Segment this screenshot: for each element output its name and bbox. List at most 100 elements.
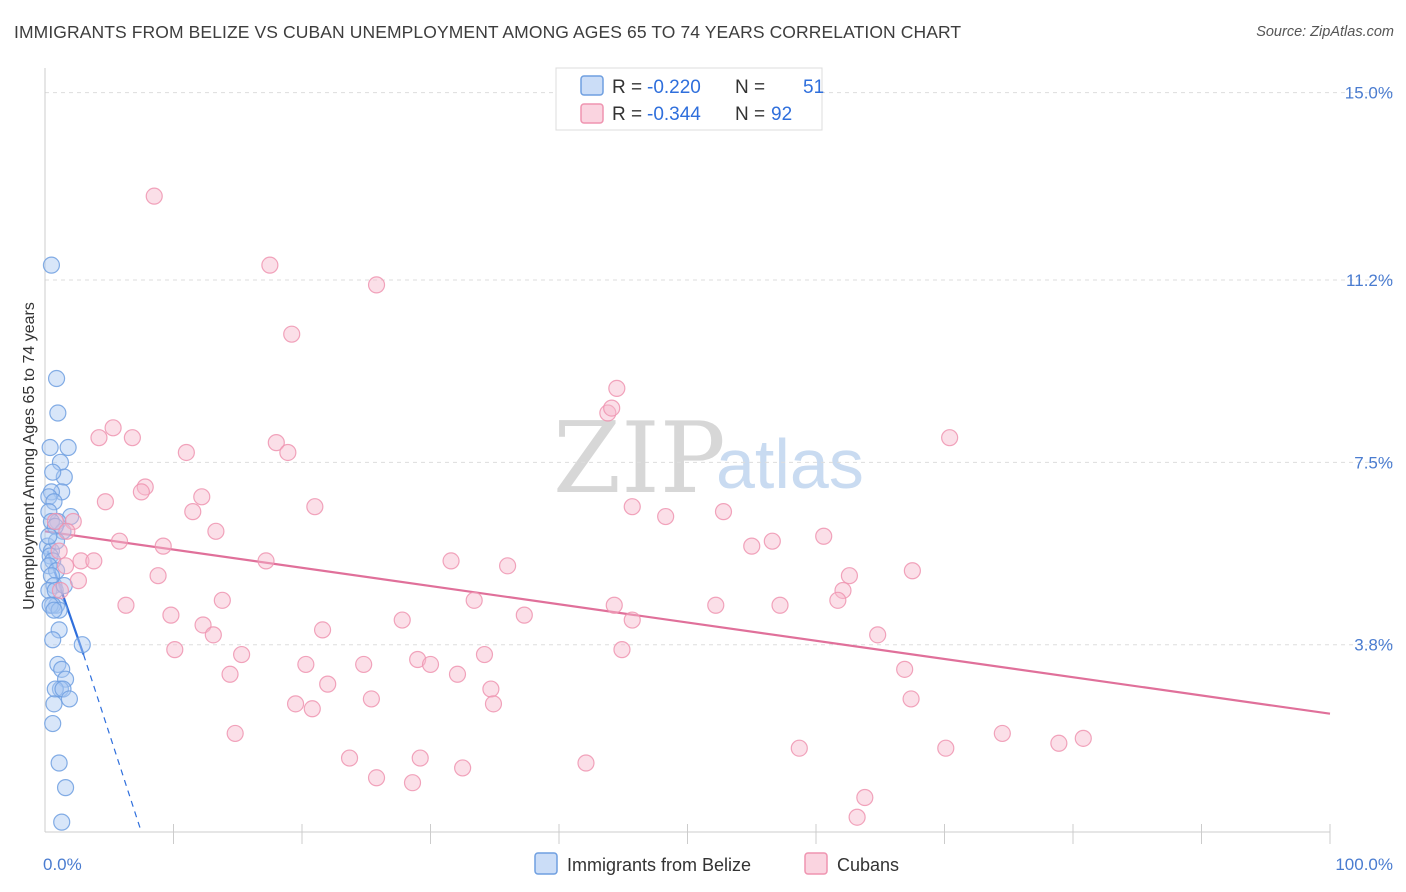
point-belize-10 bbox=[40, 488, 58, 506]
point-cubans-12 bbox=[177, 443, 195, 462]
point-cubans-82 bbox=[1050, 734, 1068, 752]
point-cubans-80 bbox=[937, 739, 955, 757]
point-cubans-51 bbox=[829, 591, 847, 609]
chart-title: IMMIGRANTS FROM BELIZE VS CUBAN UNEMPLOY… bbox=[14, 22, 962, 42]
point-cubans-72 bbox=[482, 680, 500, 698]
point-belize-9 bbox=[42, 483, 61, 501]
point-cubans-17 bbox=[96, 493, 114, 511]
legend-r-label: R = bbox=[612, 104, 642, 125]
point-cubans-71 bbox=[319, 675, 337, 693]
y-tick-label-1: 7.5% bbox=[1354, 453, 1393, 472]
point-cubans-73 bbox=[362, 690, 380, 708]
watermark-atlas: atlas bbox=[716, 425, 864, 503]
point-cubans-44 bbox=[834, 581, 852, 600]
point-cubans-83 bbox=[1074, 729, 1092, 747]
point-cubans-60 bbox=[166, 641, 184, 659]
point-cubans-20 bbox=[623, 498, 641, 516]
y-tick-label-0: 3.8% bbox=[1354, 636, 1393, 655]
legend-r-value: -0.220 bbox=[647, 77, 701, 98]
point-cubans-59 bbox=[869, 626, 887, 644]
point-cubans-21 bbox=[657, 507, 675, 526]
x-tick-label-min: 0.0% bbox=[43, 855, 82, 874]
legend-top-row-belize: R = -0.220 N = 51 bbox=[580, 75, 824, 98]
point-cubans-4 bbox=[608, 379, 626, 397]
gridlines bbox=[45, 92, 1393, 646]
point-cubans-25 bbox=[207, 522, 225, 540]
point-belize-2 bbox=[49, 404, 67, 422]
point-cubans-57 bbox=[313, 621, 332, 639]
point-cubans-89 bbox=[403, 774, 422, 792]
point-belize-49 bbox=[44, 714, 62, 733]
point-cubans-47 bbox=[465, 591, 483, 609]
point-cubans-26 bbox=[58, 522, 76, 540]
y-axis-title: Unemployment Among Ages 65 to 74 years bbox=[21, 302, 38, 610]
legend-bottom: Immigrants from Belize Cubans bbox=[534, 852, 899, 875]
point-belize-35 bbox=[73, 636, 91, 654]
point-cubans-32 bbox=[50, 542, 68, 560]
point-cubans-24 bbox=[64, 512, 82, 531]
point-belize-41 bbox=[54, 680, 72, 698]
point-cubans-43 bbox=[51, 581, 70, 600]
point-cubans-52 bbox=[162, 606, 180, 624]
legend-n-label: N = bbox=[735, 104, 765, 125]
legend-n-value: 51 bbox=[803, 77, 824, 98]
point-belize-43 bbox=[45, 695, 63, 713]
x-tick-label-max: 100.0% bbox=[1335, 855, 1393, 874]
point-cubans-66 bbox=[409, 650, 427, 669]
point-cubans-39 bbox=[903, 562, 921, 580]
point-belize-48 bbox=[40, 527, 58, 545]
trend-line-1 bbox=[44, 530, 1331, 715]
point-cubans-68 bbox=[896, 660, 914, 678]
point-cubans-81 bbox=[993, 724, 1011, 743]
legend-bottom-swatch-belize bbox=[534, 852, 558, 875]
point-cubans-16 bbox=[193, 488, 211, 506]
point-belize-4 bbox=[59, 438, 77, 457]
point-belize-3 bbox=[41, 438, 59, 457]
legend-bottom-item-belize: Immigrants from Belize bbox=[534, 852, 751, 875]
point-cubans-49 bbox=[707, 596, 725, 614]
point-belize-34 bbox=[44, 631, 62, 649]
point-belize-46 bbox=[53, 813, 71, 831]
point-cubans-33 bbox=[257, 552, 275, 570]
point-cubans-50 bbox=[771, 596, 789, 614]
y-tick-labels: 3.8% 7.5% 11.2% 15.0% bbox=[1345, 84, 1393, 655]
legend-bottom-swatch-cubans bbox=[804, 852, 828, 875]
point-belize-42 bbox=[60, 690, 79, 708]
point-cubans-6 bbox=[603, 399, 621, 417]
trend-extension-0 bbox=[82, 654, 142, 833]
legend-n-label: N = bbox=[735, 77, 765, 98]
point-cubans-10 bbox=[267, 434, 285, 452]
point-cubans-35 bbox=[72, 552, 90, 570]
point-cubans-37 bbox=[56, 557, 75, 575]
point-cubans-69 bbox=[221, 665, 239, 683]
point-cubans-29 bbox=[815, 527, 833, 545]
point-cubans-28 bbox=[763, 532, 781, 550]
point-cubans-8 bbox=[90, 429, 108, 447]
point-cubans-90 bbox=[856, 788, 874, 807]
legend-n-value: 92 bbox=[771, 104, 792, 125]
point-cubans-13 bbox=[279, 443, 297, 462]
point-cubans-27 bbox=[110, 532, 129, 550]
point-belize-1 bbox=[47, 369, 66, 388]
point-cubans-11 bbox=[941, 429, 959, 447]
point-cubans-30 bbox=[743, 537, 761, 555]
point-cubans-2 bbox=[367, 276, 386, 294]
point-cubans-79 bbox=[790, 739, 808, 757]
legend-bottom-label-cubans: Cubans bbox=[837, 855, 899, 875]
point-cubans-88 bbox=[367, 769, 386, 787]
point-belize-37 bbox=[53, 660, 71, 678]
point-cubans-63 bbox=[475, 645, 494, 664]
point-cubans-19 bbox=[306, 498, 324, 516]
point-belize-0 bbox=[42, 256, 61, 274]
point-cubans-23 bbox=[46, 512, 64, 531]
point-cubans-9 bbox=[123, 429, 141, 447]
data-points bbox=[38, 187, 1092, 831]
point-belize-11 bbox=[45, 493, 63, 511]
point-belize-23 bbox=[47, 562, 66, 580]
point-cubans-87 bbox=[454, 759, 472, 777]
legend-bottom-label-belize: Immigrants from Belize bbox=[567, 855, 751, 875]
point-cubans-75 bbox=[303, 700, 321, 718]
point-cubans-85 bbox=[411, 749, 429, 767]
point-cubans-0 bbox=[145, 187, 163, 205]
